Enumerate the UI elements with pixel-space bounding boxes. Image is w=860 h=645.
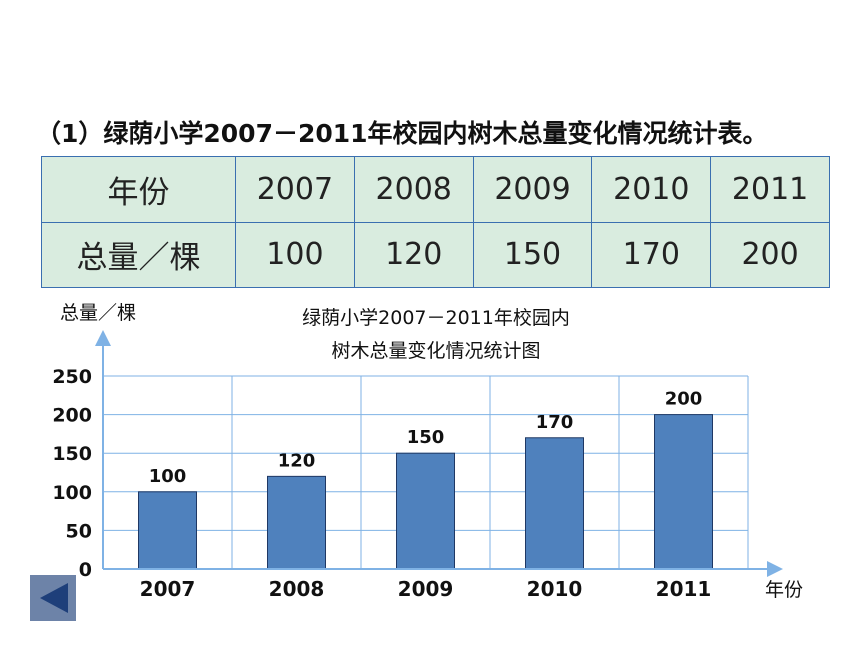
table-row-totals: 总量／棵 100 120 150 170 200 (41, 221, 830, 288)
y-tick-label: 0 (79, 559, 92, 581)
data-label: 200 (665, 389, 703, 410)
year-cell: 2011 (710, 156, 830, 223)
data-label: 150 (407, 427, 445, 448)
total-cell: 200 (710, 221, 830, 288)
x-tick-label: 2010 (527, 577, 583, 601)
previous-page-button[interactable] (30, 575, 76, 621)
x-tick-label: 2007 (140, 577, 196, 601)
x-tick-label: 2011 (656, 577, 712, 601)
data-label: 120 (278, 450, 316, 471)
y-tick-label: 150 (52, 443, 92, 465)
row-header-year: 年份 (41, 156, 236, 223)
y-axis-label: 总量／棵 (60, 302, 136, 324)
y-tick-label: 100 (52, 482, 92, 504)
total-cell: 150 (472, 221, 593, 288)
year-cell: 2008 (353, 156, 474, 223)
row-header-total: 总量／棵 (41, 221, 236, 288)
bar-2007 (138, 491, 197, 570)
x-tick-label: 2009 (398, 577, 454, 601)
total-cell: 120 (353, 221, 474, 288)
y-tick-label: 50 (66, 520, 92, 542)
y-tick-label: 200 (52, 405, 92, 427)
bar-2011 (654, 414, 713, 570)
data-label: 170 (536, 412, 574, 433)
page-heading: （1）绿荫小学2007－2011年校园内树木总量变化情况统计表。 (36, 119, 768, 148)
x-axis-label: 年份 (765, 579, 803, 601)
table-row-years: 年份 2007 2008 2009 2010 2011 (41, 156, 830, 223)
bar-2010 (525, 437, 584, 570)
bar-2008 (267, 475, 326, 570)
total-cell: 170 (591, 221, 712, 288)
x-tick-label: 2008 (269, 577, 325, 601)
y-tick-label: 250 (52, 366, 92, 388)
triangle-left-icon (40, 583, 68, 613)
bar-2009 (396, 452, 455, 570)
year-cell: 2010 (591, 156, 712, 223)
chart-title-line-2: 树木总量变化情况统计图 (331, 340, 540, 362)
chart-title-line-1: 绿荫小学2007－2011年校园内 (302, 307, 570, 329)
statistics-table: 年份 2007 2008 2009 2010 2011 总量／棵 100 120… (41, 156, 830, 288)
total-cell: 100 (235, 221, 355, 288)
data-label: 100 (149, 466, 187, 487)
